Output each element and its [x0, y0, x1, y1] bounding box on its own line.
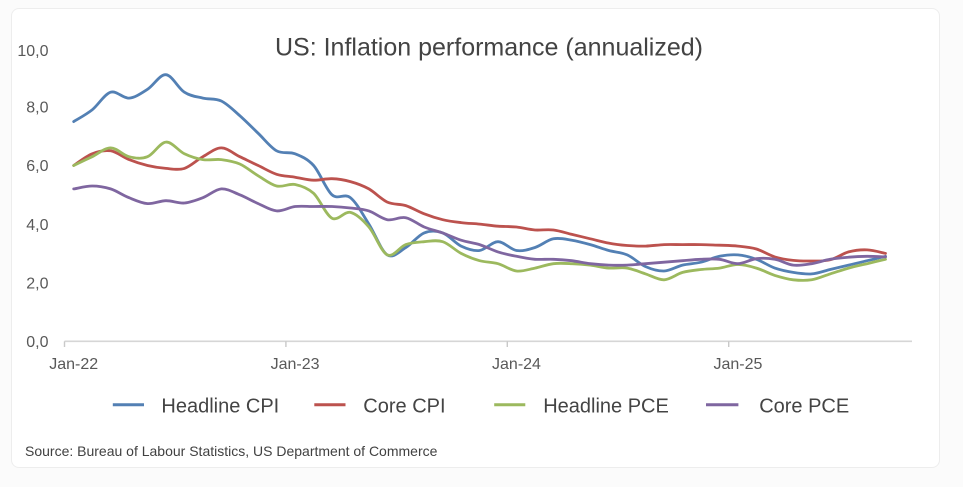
svg-text:Core CPI: Core CPI: [363, 396, 445, 418]
svg-text:4,0: 4,0: [26, 217, 48, 234]
svg-text:Jan-22: Jan-22: [49, 356, 98, 373]
svg-text:Jan-23: Jan-23: [271, 356, 320, 373]
svg-text:0,0: 0,0: [26, 334, 48, 351]
svg-text:Headline PCE: Headline PCE: [543, 396, 669, 418]
svg-text:10,0: 10,0: [17, 43, 48, 60]
svg-text:Jan-25: Jan-25: [713, 356, 762, 373]
svg-text:Jan-24: Jan-24: [492, 356, 541, 373]
svg-text:US: Inflation performance (ann: US: Inflation performance (annualized): [275, 34, 703, 62]
svg-text:6,0: 6,0: [26, 158, 48, 175]
svg-text:Source: Bureau of Labour Stati: Source: Bureau of Labour Statistics, US …: [25, 443, 438, 459]
svg-text:8,0: 8,0: [26, 100, 48, 117]
svg-text:2,0: 2,0: [26, 275, 48, 292]
svg-text:Headline CPI: Headline CPI: [161, 396, 279, 418]
svg-text:Core PCE: Core PCE: [759, 396, 849, 418]
